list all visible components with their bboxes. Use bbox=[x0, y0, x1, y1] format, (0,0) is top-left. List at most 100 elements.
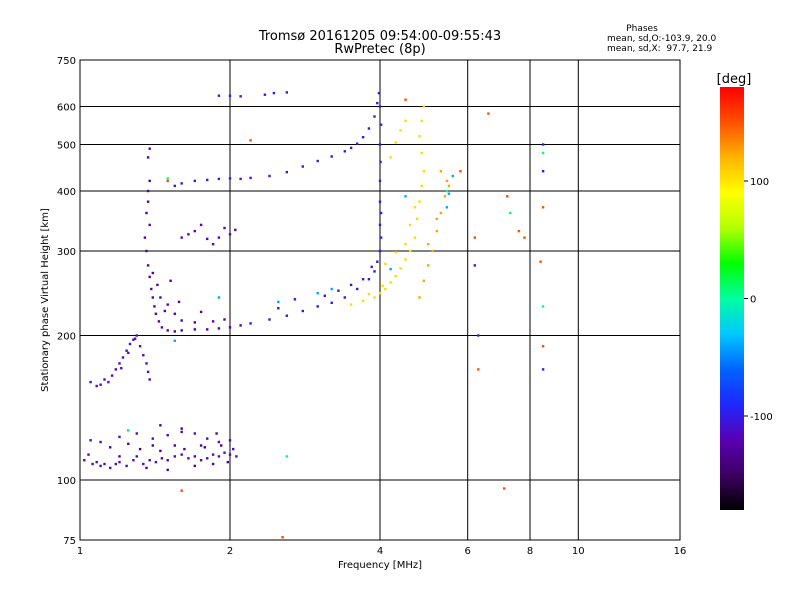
data-point bbox=[163, 309, 166, 313]
data-point bbox=[125, 349, 128, 352]
data-point bbox=[145, 249, 148, 253]
data-point bbox=[409, 223, 412, 227]
data-point bbox=[143, 236, 147, 239]
data-point bbox=[180, 319, 183, 322]
data-point bbox=[217, 327, 221, 330]
data-point bbox=[180, 236, 183, 239]
x-axis-label: Frequency [MHz] bbox=[338, 560, 422, 571]
data-point bbox=[473, 264, 476, 267]
colorbar-tick-label: -100 bbox=[750, 412, 773, 423]
data-point bbox=[356, 142, 359, 145]
data-point bbox=[228, 233, 232, 236]
data-point bbox=[268, 174, 271, 178]
x-tick-label: 2 bbox=[227, 546, 233, 557]
data-point bbox=[445, 179, 449, 183]
data-point bbox=[263, 93, 267, 96]
data-point bbox=[166, 468, 169, 472]
data-point bbox=[451, 174, 454, 178]
data-point bbox=[223, 451, 226, 454]
data-point bbox=[103, 462, 106, 466]
data-point bbox=[135, 455, 138, 458]
data-point bbox=[135, 334, 138, 337]
data-point bbox=[301, 165, 304, 168]
data-point bbox=[316, 159, 319, 163]
data-point bbox=[459, 170, 462, 173]
data-point bbox=[539, 260, 542, 263]
data-point bbox=[378, 223, 382, 227]
data-point bbox=[128, 342, 132, 346]
data-point bbox=[228, 326, 232, 329]
data-point bbox=[389, 156, 392, 159]
data-point bbox=[211, 320, 215, 323]
data-point bbox=[323, 294, 326, 297]
data-point bbox=[154, 312, 158, 315]
y-tick-label: 300 bbox=[57, 247, 76, 258]
data-point bbox=[394, 251, 397, 254]
plot-frame bbox=[79, 59, 681, 541]
data-point bbox=[404, 243, 407, 246]
data-point bbox=[109, 466, 112, 470]
data-point bbox=[91, 462, 94, 466]
data-point bbox=[193, 321, 196, 324]
data-point bbox=[404, 258, 407, 261]
data-point bbox=[127, 429, 130, 432]
data-point bbox=[180, 427, 183, 430]
data-point bbox=[114, 462, 117, 466]
data-point bbox=[135, 432, 138, 435]
data-point bbox=[349, 283, 353, 287]
data-point bbox=[370, 265, 373, 269]
data-point bbox=[138, 447, 142, 451]
data-point bbox=[435, 229, 438, 233]
data-point bbox=[148, 459, 151, 462]
x-tick-label: 16 bbox=[674, 546, 687, 557]
data-point bbox=[541, 305, 545, 308]
x-tick-label: 6 bbox=[465, 546, 471, 557]
data-point bbox=[151, 296, 154, 299]
data-point bbox=[157, 320, 161, 323]
data-point bbox=[541, 143, 545, 146]
data-point bbox=[285, 314, 288, 317]
data-point bbox=[95, 384, 98, 388]
data-point bbox=[349, 303, 353, 306]
data-point bbox=[211, 453, 215, 456]
data-point bbox=[173, 330, 176, 333]
data-point bbox=[99, 440, 102, 444]
data-point bbox=[523, 236, 526, 239]
data-point bbox=[228, 453, 232, 456]
data-point bbox=[399, 129, 402, 132]
data-point bbox=[217, 440, 221, 444]
data-point bbox=[268, 318, 271, 321]
data-point bbox=[187, 233, 190, 236]
data-point bbox=[239, 324, 242, 327]
data-point bbox=[173, 339, 176, 342]
colorbar-ticks: 100 0 -100 bbox=[744, 177, 773, 423]
data-point bbox=[95, 460, 98, 464]
data-point bbox=[183, 447, 186, 451]
data-point bbox=[169, 279, 172, 282]
data-point bbox=[180, 489, 183, 492]
data-point bbox=[443, 195, 447, 198]
data-point bbox=[223, 318, 226, 321]
data-point bbox=[427, 243, 430, 246]
data-point bbox=[166, 177, 169, 180]
data-point bbox=[159, 424, 162, 427]
data-point bbox=[439, 170, 443, 173]
y-axis-label: Stationary phase Virtual Height [km] bbox=[40, 208, 51, 392]
data-point bbox=[399, 267, 402, 270]
data-point bbox=[445, 189, 449, 193]
data-point bbox=[316, 292, 319, 295]
data-point bbox=[156, 283, 159, 287]
data-point bbox=[361, 136, 365, 139]
data-points bbox=[83, 91, 545, 539]
data-point bbox=[330, 155, 333, 158]
data-point bbox=[83, 459, 86, 462]
data-point bbox=[235, 455, 238, 458]
colorbar-tick-label: 0 bbox=[750, 295, 756, 306]
data-point bbox=[145, 362, 148, 365]
data-point bbox=[447, 192, 451, 195]
y-tick-label: 200 bbox=[57, 332, 76, 343]
data-point bbox=[409, 249, 412, 253]
data-point bbox=[110, 374, 114, 377]
data-point bbox=[206, 457, 209, 460]
